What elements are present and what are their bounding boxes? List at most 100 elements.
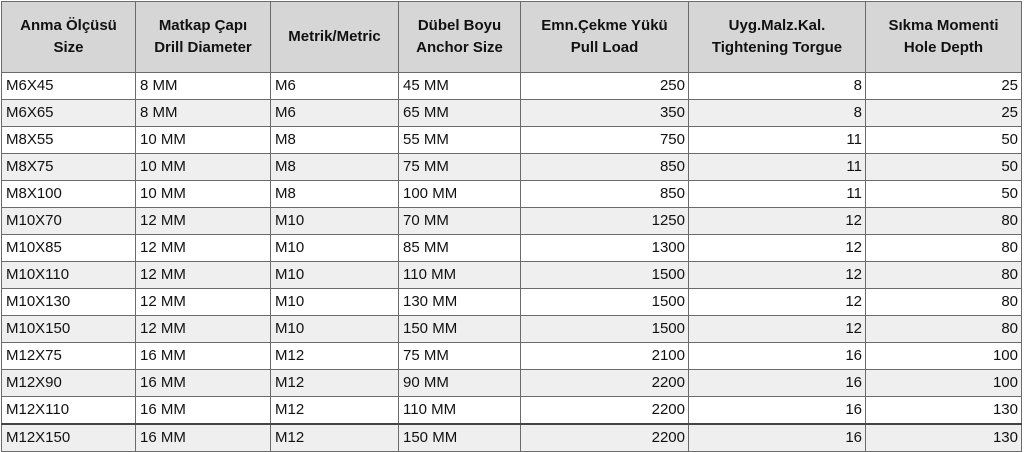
table-cell: 12 MM bbox=[135, 315, 271, 343]
table-cell: M10X110 bbox=[1, 261, 136, 289]
table-row: M10X85 12 MM M10 85 MM 1300 12 80 bbox=[1, 234, 1022, 262]
table-row: M10X70 12 MM M10 70 MM 1250 12 80 bbox=[1, 207, 1022, 235]
table-cell: 80 bbox=[865, 207, 1022, 235]
table-cell: 100 bbox=[865, 342, 1022, 370]
table-cell: M12 bbox=[270, 423, 399, 452]
table-cell: 12 bbox=[688, 234, 866, 262]
table-row: M12X150 16 MM M12 150 MM 2200 16 130 bbox=[1, 423, 1022, 452]
column-header: Emn.Çekme Yükü Pull Load bbox=[520, 1, 689, 73]
table-cell: M10X85 bbox=[1, 234, 136, 262]
table-cell: M12 bbox=[270, 369, 399, 397]
column-header-line2: Pull Load bbox=[570, 39, 639, 56]
table-row: M8X100 10 MM M8 100 MM 850 11 50 bbox=[1, 180, 1022, 208]
column-header-line2: Size bbox=[53, 39, 84, 56]
column-header-line2: Drill Diameter bbox=[154, 39, 252, 56]
table-cell: 90 MM bbox=[398, 369, 521, 397]
table-cell: M12X75 bbox=[1, 342, 136, 370]
table-cell: 16 bbox=[688, 342, 866, 370]
table-cell: 75 MM bbox=[398, 342, 521, 370]
table-cell: M6X45 bbox=[1, 72, 136, 100]
column-header-line1: Emn.Çekme Yükü bbox=[541, 17, 668, 34]
table-cell: 1500 bbox=[520, 288, 689, 316]
column-header: Matkap Çapı Drill Diameter bbox=[135, 1, 271, 73]
table-cell: M8X100 bbox=[1, 180, 136, 208]
column-header-line2: Tightening Torgue bbox=[711, 39, 843, 56]
table-cell: M10X150 bbox=[1, 315, 136, 343]
table-cell: 750 bbox=[520, 126, 689, 154]
column-header: Sıkma Momenti Hole Depth bbox=[865, 1, 1022, 73]
table-cell: 12 MM bbox=[135, 207, 271, 235]
table-cell: M8X75 bbox=[1, 153, 136, 181]
table-cell: M10 bbox=[270, 288, 399, 316]
column-header-line1: Matkap Çapı bbox=[158, 17, 248, 34]
table-cell: 25 bbox=[865, 99, 1022, 127]
table-cell: 8 bbox=[688, 72, 866, 100]
table-cell: 11 bbox=[688, 126, 866, 154]
table-row: M12X110 16 MM M12 110 MM 2200 16 130 bbox=[1, 396, 1022, 425]
column-header: Anma Ölçüsü Size bbox=[1, 1, 136, 73]
table-cell: M10 bbox=[270, 315, 399, 343]
table-cell: 75 MM bbox=[398, 153, 521, 181]
column-header-line1: Anma Ölçüsü bbox=[20, 17, 117, 34]
table-cell: 850 bbox=[520, 153, 689, 181]
table-cell: M6X65 bbox=[1, 99, 136, 127]
table-cell: 10 MM bbox=[135, 153, 271, 181]
column-header: Uyg.Malz.Kal. Tightening Torgue bbox=[688, 1, 866, 73]
table-row: M8X75 10 MM M8 75 MM 850 11 50 bbox=[1, 153, 1022, 181]
column-header-line2: Hole Depth bbox=[903, 39, 984, 56]
column-header-line1: Uyg.Malz.Kal. bbox=[728, 17, 826, 34]
table-cell: 130 bbox=[865, 423, 1022, 452]
table-cell: M10 bbox=[270, 207, 399, 235]
table-cell: 1500 bbox=[520, 315, 689, 343]
table-cell: 150 MM bbox=[398, 315, 521, 343]
table-cell: 16 bbox=[688, 396, 866, 425]
table-cell: 12 MM bbox=[135, 288, 271, 316]
table-cell: 8 MM bbox=[135, 72, 271, 100]
table-cell: M8 bbox=[270, 180, 399, 208]
table-row: M10X130 12 MM M10 130 MM 1500 12 80 bbox=[1, 288, 1022, 316]
column-header-line1: Dübel Boyu bbox=[417, 17, 502, 34]
table-cell: 12 bbox=[688, 261, 866, 289]
table-cell: 50 bbox=[865, 180, 1022, 208]
table-cell: 80 bbox=[865, 261, 1022, 289]
table-cell: 12 bbox=[688, 207, 866, 235]
table-cell: 55 MM bbox=[398, 126, 521, 154]
table-cell: 2200 bbox=[520, 396, 689, 425]
column-header-line1: Metrik/Metric bbox=[288, 28, 381, 45]
table-cell: 2100 bbox=[520, 342, 689, 370]
table-cell: M12 bbox=[270, 396, 399, 425]
table-cell: 16 MM bbox=[135, 396, 271, 425]
table-row: M12X90 16 MM M12 90 MM 2200 16 100 bbox=[1, 369, 1022, 397]
table-cell: 70 MM bbox=[398, 207, 521, 235]
table-cell: 130 MM bbox=[398, 288, 521, 316]
table-cell: 110 MM bbox=[398, 261, 521, 289]
table-cell: 1300 bbox=[520, 234, 689, 262]
table-cell: M8 bbox=[270, 126, 399, 154]
header-row: Anma Ölçüsü Size Matkap Çapı Drill Diameter… bbox=[1, 1, 1022, 73]
table-cell: M12 bbox=[270, 342, 399, 370]
table-cell: 10 MM bbox=[135, 126, 271, 154]
table-cell: 16 bbox=[688, 423, 866, 452]
table-cell: 50 bbox=[865, 126, 1022, 154]
table-cell: 12 bbox=[688, 315, 866, 343]
column-header-line2: Anchor Size bbox=[416, 39, 503, 56]
table-row: M8X55 10 MM M8 55 MM 750 11 50 bbox=[1, 126, 1022, 154]
table-row: M12X75 16 MM M12 75 MM 2100 16 100 bbox=[1, 342, 1022, 370]
table-cell: 8 MM bbox=[135, 99, 271, 127]
column-header: Metrik/Metric bbox=[270, 1, 399, 73]
table-cell: 16 bbox=[688, 369, 866, 397]
table-cell: M12X110 bbox=[1, 396, 136, 425]
table-cell: 100 bbox=[865, 369, 1022, 397]
table-cell: M6 bbox=[270, 99, 399, 127]
table-cell: 130 bbox=[865, 396, 1022, 425]
table-cell: 8 bbox=[688, 99, 866, 127]
table-cell: 1500 bbox=[520, 261, 689, 289]
table-cell: M6 bbox=[270, 72, 399, 100]
table-cell: 16 MM bbox=[135, 369, 271, 397]
table-cell: 850 bbox=[520, 180, 689, 208]
table-cell: M8X55 bbox=[1, 126, 136, 154]
table-cell: 12 MM bbox=[135, 261, 271, 289]
table-cell: 50 bbox=[865, 153, 1022, 181]
table-cell: 16 MM bbox=[135, 423, 271, 452]
table-cell: 1250 bbox=[520, 207, 689, 235]
